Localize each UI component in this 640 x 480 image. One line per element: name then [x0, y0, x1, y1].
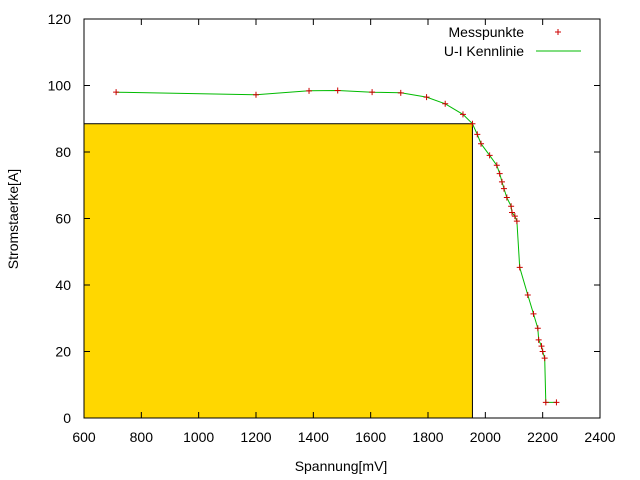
- data-point: [534, 325, 541, 332]
- legend: Messpunkte U-I Kennlinie: [444, 24, 581, 59]
- data-point: [113, 89, 120, 96]
- y-tick-label: 100: [48, 78, 72, 94]
- highlight-rectangle-layer: [83, 123, 473, 419]
- y-tick-labels: 0 20 40 60 80 100 120: [48, 11, 72, 426]
- data-point: [539, 348, 546, 355]
- x-tick-label: 1400: [298, 429, 329, 445]
- y-tick-label: 80: [55, 144, 71, 160]
- data-point: [253, 91, 259, 98]
- data-point: [553, 399, 560, 406]
- x-tick-label: 2000: [470, 429, 501, 445]
- data-point: [541, 355, 548, 362]
- data-point: [397, 89, 404, 96]
- x-tick-label: 2200: [527, 429, 558, 445]
- data-point: [530, 310, 537, 317]
- data-point: [459, 111, 466, 118]
- data-point: [442, 100, 449, 107]
- data-point: [516, 264, 523, 271]
- data-point: [369, 89, 376, 96]
- data-point: [535, 336, 542, 343]
- x-axis-label: Spannung[mV]: [295, 458, 388, 474]
- data-point: [478, 140, 485, 147]
- y-tick-label: 20: [55, 344, 71, 360]
- x-tick-label: 800: [130, 429, 154, 445]
- data-point: [538, 343, 545, 350]
- series-points-layer: [113, 87, 560, 406]
- data-point: [511, 213, 518, 220]
- x-tick-label: 1600: [355, 429, 386, 445]
- x-tick-label: 2400: [584, 429, 615, 445]
- data-point: [503, 194, 510, 201]
- data-point: [423, 94, 430, 101]
- y-tick-label: 0: [63, 410, 71, 426]
- data-point: [474, 131, 481, 138]
- x-tick-label: 1200: [240, 429, 271, 445]
- data-point: [508, 203, 515, 210]
- data-point: [542, 399, 549, 406]
- data-point: [524, 291, 531, 298]
- y-tick-label: 60: [55, 211, 71, 227]
- data-point: [306, 87, 313, 94]
- y-tick-label: 40: [55, 277, 71, 293]
- data-point: [498, 178, 505, 185]
- legend-point-marker: [555, 29, 561, 35]
- x-tick-label: 1000: [183, 429, 214, 445]
- x-tick-label: 1800: [412, 429, 443, 445]
- legend-label-line: U-I Kennlinie: [444, 43, 524, 59]
- x-tick-labels: 600 800 1000 1200 1400 1600 1800 2000 2200 2400: [72, 429, 615, 445]
- data-point: [508, 209, 515, 216]
- data-point: [334, 87, 341, 94]
- data-point: [496, 170, 503, 177]
- y-tick-label: 120: [48, 11, 72, 27]
- data-point: [469, 120, 476, 127]
- x-tick-label: 600: [72, 429, 96, 445]
- data-point: [486, 152, 493, 159]
- legend-plus-marker: [555, 29, 561, 35]
- axis-ticks: [83, 18, 601, 419]
- data-point: [513, 218, 520, 225]
- y-axis-label: Stromstaerke[A]: [5, 169, 21, 269]
- data-point: [493, 162, 500, 169]
- legend-label-points: Messpunkte: [449, 24, 525, 40]
- data-point: [500, 185, 507, 192]
- highlight-rectangle: [83, 123, 473, 419]
